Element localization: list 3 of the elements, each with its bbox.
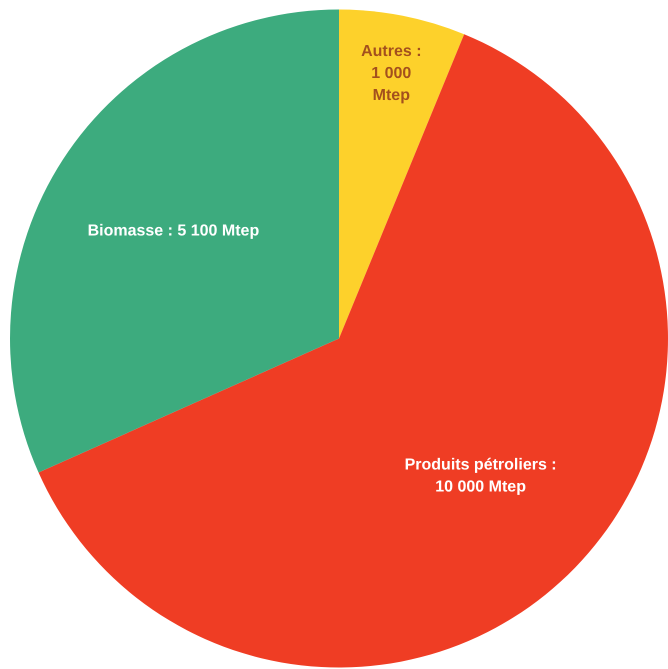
slice-label: Autres : 1 000 Mtep [361, 43, 422, 104]
slice-label: Biomasse : 5 100 Mtep [88, 222, 260, 240]
slice-label: Produits pétroliers : 10 000 Mtep [404, 456, 557, 496]
